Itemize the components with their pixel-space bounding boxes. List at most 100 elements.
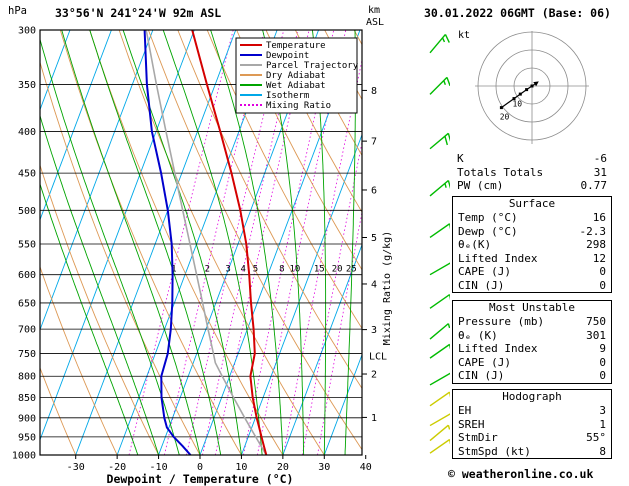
wind-barb-feather — [447, 133, 450, 142]
background-grid — [40, 30, 450, 455]
stat-row: SREH 1 — [453, 418, 611, 432]
isotherm-line — [40, 30, 71, 111]
pressure-tick-label: 550 — [18, 239, 36, 250]
stat-row: StmDir 55° — [453, 431, 611, 445]
stat-row: Lifted Index 12 — [453, 252, 611, 266]
stat-value: -6 — [593, 152, 607, 165]
pressure-tick-label: 850 — [18, 393, 36, 404]
wind-barbs — [429, 33, 450, 454]
mixing-ratio-line — [257, 30, 347, 455]
stat-label: Pressure (mb) — [458, 315, 545, 328]
stat-row: Temp (°C) 16 — [453, 211, 611, 225]
skewt-diagram: 1 2 3 4 5 8 10 15 20 25hPa30035040045050055060065… — [8, 5, 450, 486]
isotherm-line — [40, 30, 112, 221]
pressure-tick-label: 600 — [18, 270, 36, 281]
mixing-ratio-label: 20 — [332, 265, 343, 275]
stat-row: CAPE (J) 0 — [453, 265, 611, 279]
pressure-tick-label: 750 — [18, 349, 36, 360]
hodo-unit-label: kt — [458, 30, 470, 41]
hodo-trace-point — [530, 84, 534, 88]
parcel-trajectory-curve — [145, 30, 267, 455]
isotherm-line — [323, 353, 362, 455]
legend-label: Dry Adiabat — [266, 71, 326, 81]
wind-barb-feather — [446, 77, 450, 87]
stat-label: SREH — [458, 417, 485, 431]
isotherm-line — [40, 30, 195, 442]
stat-value: 301 — [586, 328, 606, 342]
km-axis-label: km — [368, 5, 380, 16]
lcl-label: LCL — [369, 351, 387, 362]
stat-label: Lifted Index — [458, 342, 538, 355]
mixing-ratio-label: 2 — [205, 265, 210, 275]
km-tick-label: 6 — [371, 185, 377, 196]
stat-row: K -6 — [452, 152, 612, 166]
mixing-ratio-label: 10 — [289, 265, 300, 275]
stat-label: K — [457, 152, 464, 165]
dry-adiabat-line — [353, 30, 362, 46]
wind-barb-staff — [429, 132, 449, 150]
hodo-ring — [477, 31, 587, 141]
stat-label: Dewp (°C) — [458, 224, 518, 238]
surface-table: Temp (°C) 16 Dewp (°C) -2.3 θₑ(K) 298 Lifted I… — [453, 211, 611, 292]
stat-row: PW (cm) 0.77 — [452, 179, 612, 193]
pressure-tick-label: 400 — [18, 127, 36, 138]
stat-value: 9 — [599, 342, 606, 355]
hodo-trace-point — [518, 92, 522, 96]
temp-tick-label: -10 — [150, 462, 168, 473]
dry-adiabat-line — [236, 30, 362, 271]
km-tick-label: 8 — [371, 86, 377, 97]
mixing-ratio-line — [186, 30, 285, 455]
wind-barb-staff — [429, 76, 448, 95]
dry-adiabat-line — [265, 30, 362, 213]
temp-tick-label: 20 — [277, 462, 289, 473]
stat-row: CIN (J) 0 — [453, 369, 611, 383]
wind-barb-halffeather — [447, 424, 450, 430]
legend-label: Dewpoint — [266, 51, 309, 61]
stat-value: 12 — [592, 251, 606, 265]
stat-value: 16 — [592, 211, 606, 224]
copyright: © weatheronline.co.uk — [448, 467, 594, 481]
stat-label: Totals Totals — [457, 165, 544, 179]
stat-label: CAPE (J) — [458, 355, 511, 369]
stat-label: StmDir — [458, 431, 498, 444]
mixing-ratio-label: 3 — [225, 265, 230, 275]
temp-tick-label: 30 — [318, 462, 330, 473]
wind-barb-halffeather — [447, 323, 450, 329]
isotherm-line — [366, 30, 450, 455]
pressure-tick-label: 350 — [18, 80, 36, 91]
stat-value: 1 — [599, 417, 606, 431]
wind-barb-staff — [429, 179, 449, 197]
stat-row: Pressure (mb) 750 — [453, 315, 611, 329]
mixing-axis-label: Mixing Ratio (g/kg) — [382, 231, 393, 345]
stat-row: θₑ(K) 298 — [453, 238, 611, 252]
stat-label: EH — [458, 404, 472, 417]
wind-barb-feather — [447, 180, 450, 189]
wind-barb-halffeather — [441, 37, 446, 43]
km-tick-label: 3 — [371, 325, 377, 336]
dewpoint-curve — [143, 30, 192, 455]
pressure-axis-label: hPa — [8, 5, 27, 17]
stat-row: CAPE (J) 0 — [453, 356, 611, 370]
station-title: 33°56'N 241°24'W 92m ASL — [55, 6, 221, 20]
stat-row: Lifted Index 9 — [453, 342, 611, 356]
stat-row: Dewp (°C) -2.3 — [453, 225, 611, 239]
mixing-ratio-line — [215, 30, 310, 455]
mixing-ratio-line — [302, 140, 362, 455]
legend-label: Wet Adiabat — [266, 81, 326, 91]
dry-adiabat-line — [40, 366, 77, 455]
mixing-ratio-label: 15 — [314, 265, 325, 275]
pressure-tick-label: 950 — [18, 432, 36, 443]
legend-label: Isotherm — [266, 91, 309, 101]
wind-barb-staff — [429, 223, 450, 239]
mixing-ratio-label: 25 — [346, 265, 357, 275]
stat-value: 0.77 — [580, 179, 608, 192]
km-tick-label: 4 — [371, 279, 377, 290]
wind-barb-halffeather — [444, 183, 447, 188]
pressure-tick-label: 1000 — [12, 451, 36, 462]
temp-tick-label: 0 — [197, 462, 203, 473]
wind-barb-staff — [429, 413, 450, 427]
mixing-ratio-label: 4 — [241, 265, 246, 275]
mixing-ratio-label: 8 — [279, 265, 284, 275]
mixing-ratio-line — [283, 58, 362, 455]
stat-value: 298 — [586, 238, 606, 251]
